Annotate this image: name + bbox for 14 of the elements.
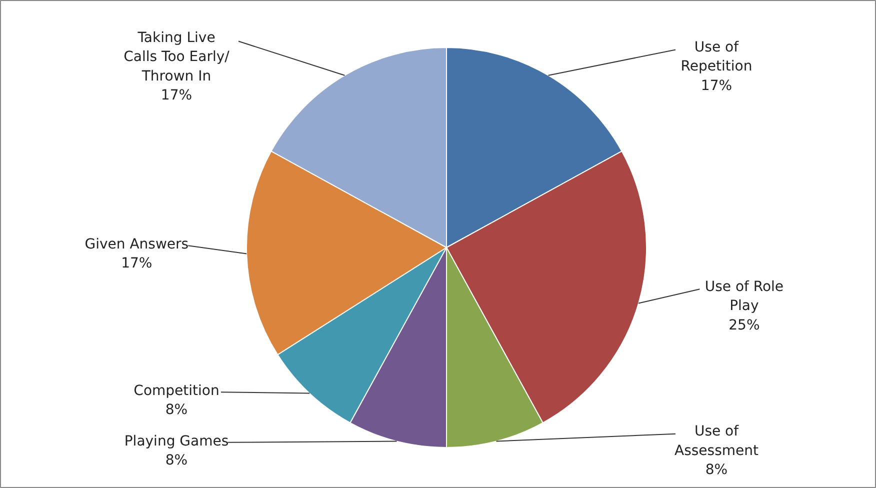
slice-label: Use of Assessment [674,424,759,459]
slice-label: Use of Repetition [680,40,752,75]
data-label: 8% [705,462,728,478]
data-label: 17% [160,88,192,104]
slice-label: Use of Role Play [704,278,784,314]
data-label: 17% [121,256,152,272]
data-label: 17% [700,78,732,94]
slice-label: Playing Games [124,433,229,450]
slice-label: Given Answers [84,236,189,252]
data-label: 25% [728,317,760,334]
slice-label: Competition [134,382,220,399]
slice-label: Taking Live Calls Too Early/ Thrown In [124,30,230,84]
data-label: 8% [165,402,188,418]
data-label: 8% [165,452,188,468]
